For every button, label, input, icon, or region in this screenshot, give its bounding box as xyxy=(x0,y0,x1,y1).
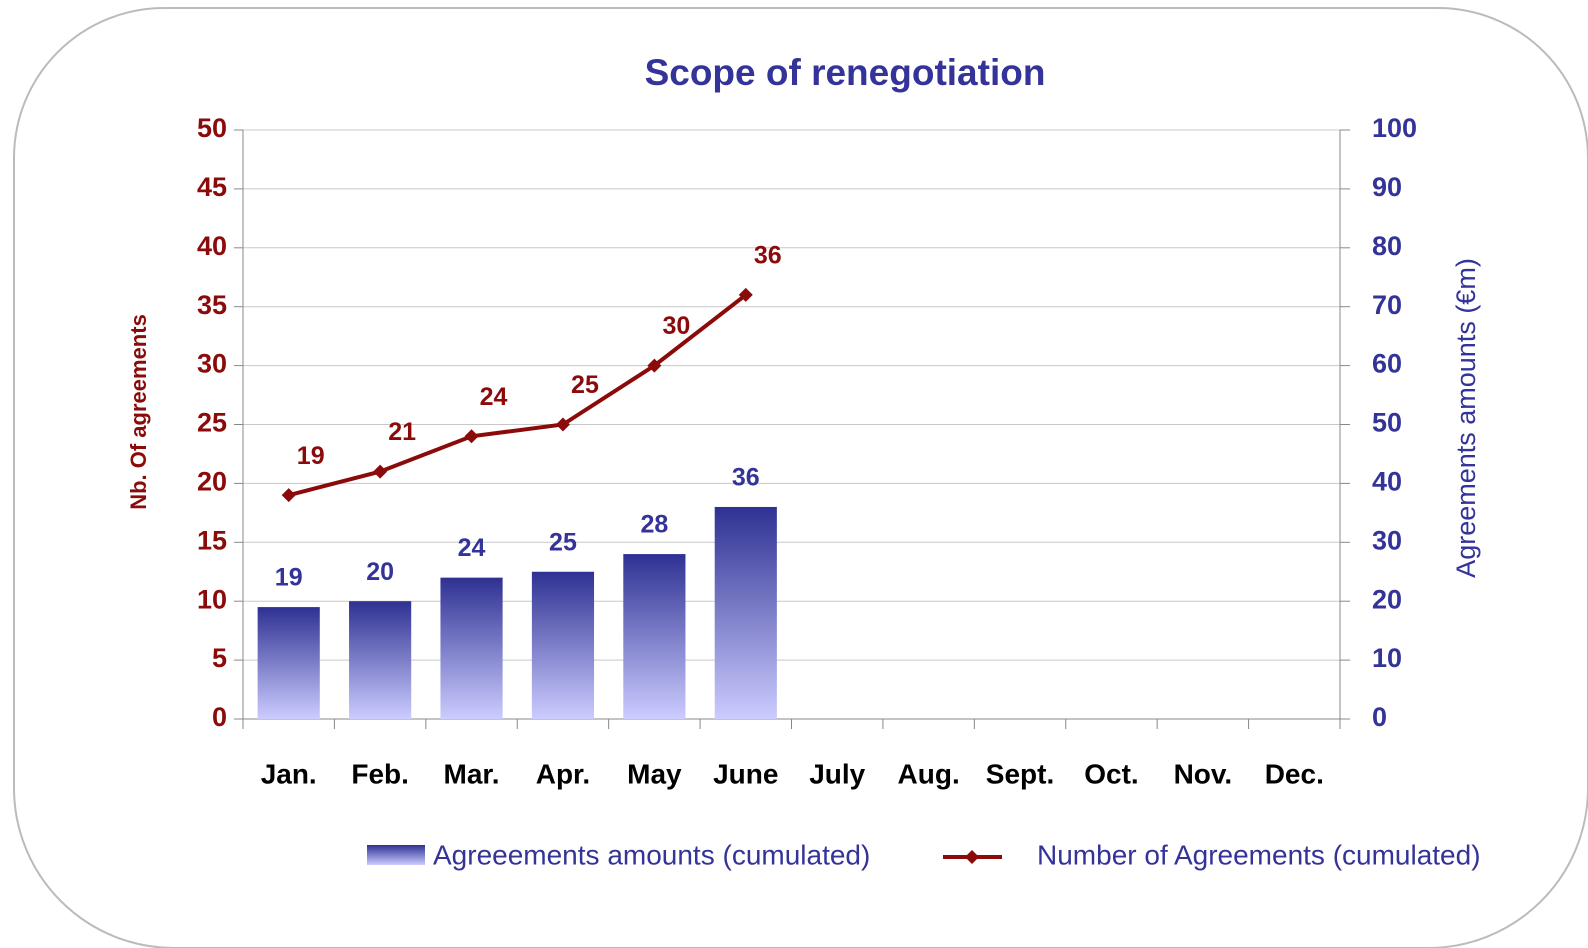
bar xyxy=(714,506,777,719)
frame xyxy=(13,7,1588,948)
x-tick-label: July xyxy=(809,758,865,789)
y-tick-label: 5 xyxy=(212,643,227,673)
line-label: 36 xyxy=(754,242,782,270)
bar-label: 28 xyxy=(640,511,668,539)
line-label: 21 xyxy=(388,418,416,446)
bar-label: 24 xyxy=(458,534,486,562)
line-marker xyxy=(373,464,388,479)
y2-tick-label: 100 xyxy=(1372,113,1417,143)
legend-label: Number of Agreements (cumulated) xyxy=(1037,839,1481,870)
legend-label: Agreeements amounts (cumulated) xyxy=(433,839,870,870)
y-tick-label: 0 xyxy=(212,702,227,732)
line-marker xyxy=(555,417,570,432)
y2-tick-label: 0 xyxy=(1372,702,1387,732)
bar xyxy=(623,554,686,719)
x-tick-label: May xyxy=(627,758,682,789)
x-tick-label: Oct. xyxy=(1084,758,1138,789)
line-label: 30 xyxy=(662,312,690,340)
y-tick-label: 10 xyxy=(197,584,227,614)
line-label: 25 xyxy=(571,371,599,399)
bar-label: 19 xyxy=(275,564,303,592)
legend-swatch xyxy=(367,845,425,865)
legend-swatch xyxy=(965,850,979,864)
y-tick-label: 35 xyxy=(197,290,227,320)
bar xyxy=(531,571,595,719)
x-tick-label: Apr. xyxy=(536,758,590,789)
line-label: 24 xyxy=(480,383,508,411)
y-tick-label: 50 xyxy=(197,113,227,143)
x-tick-label: June xyxy=(713,758,778,789)
line-marker xyxy=(647,358,662,373)
bar xyxy=(440,577,503,719)
y2-tick-label: 20 xyxy=(1372,584,1402,614)
bar-label: 20 xyxy=(366,558,394,586)
y-tick-label: 20 xyxy=(197,467,227,497)
x-tick-label: Mar. xyxy=(444,758,500,789)
x-tick-label: Sept. xyxy=(986,758,1054,789)
y-tick-label: 15 xyxy=(197,525,227,555)
y-tick-label: 40 xyxy=(197,231,227,261)
y2-tick-label: 70 xyxy=(1372,290,1402,320)
y2-tick-label: 50 xyxy=(1372,408,1402,438)
y2-tick-label: 80 xyxy=(1372,231,1402,261)
y-tick-label: 25 xyxy=(197,408,227,438)
x-tick-label: Dec. xyxy=(1265,758,1324,789)
y2-tick-label: 90 xyxy=(1372,172,1402,202)
line-marker xyxy=(464,429,479,444)
line-marker xyxy=(281,488,296,503)
y2-axis-title: Agreements amounts (€m) xyxy=(1451,258,1481,578)
y2-tick-label: 60 xyxy=(1372,349,1402,379)
y-axis-title: Nb. Of agreements xyxy=(126,314,151,510)
bar xyxy=(349,601,412,719)
x-tick-label: Aug. xyxy=(898,758,960,789)
y-tick-label: 30 xyxy=(197,349,227,379)
bar-label: 36 xyxy=(732,464,760,492)
y-tick-label: 45 xyxy=(197,172,227,202)
chart-title: Scope of renegotiation xyxy=(645,52,1046,93)
bar-label: 25 xyxy=(549,528,577,556)
line-marker xyxy=(738,287,753,302)
line-label: 19 xyxy=(297,442,325,470)
y2-tick-label: 40 xyxy=(1372,467,1402,497)
bar xyxy=(257,607,320,719)
x-tick-label: Feb. xyxy=(351,758,409,789)
y2-tick-label: 30 xyxy=(1372,525,1402,555)
x-tick-label: Jan. xyxy=(261,758,317,789)
line xyxy=(288,293,748,498)
y2-tick-label: 10 xyxy=(1372,643,1402,673)
x-tick-label: Nov. xyxy=(1174,758,1233,789)
